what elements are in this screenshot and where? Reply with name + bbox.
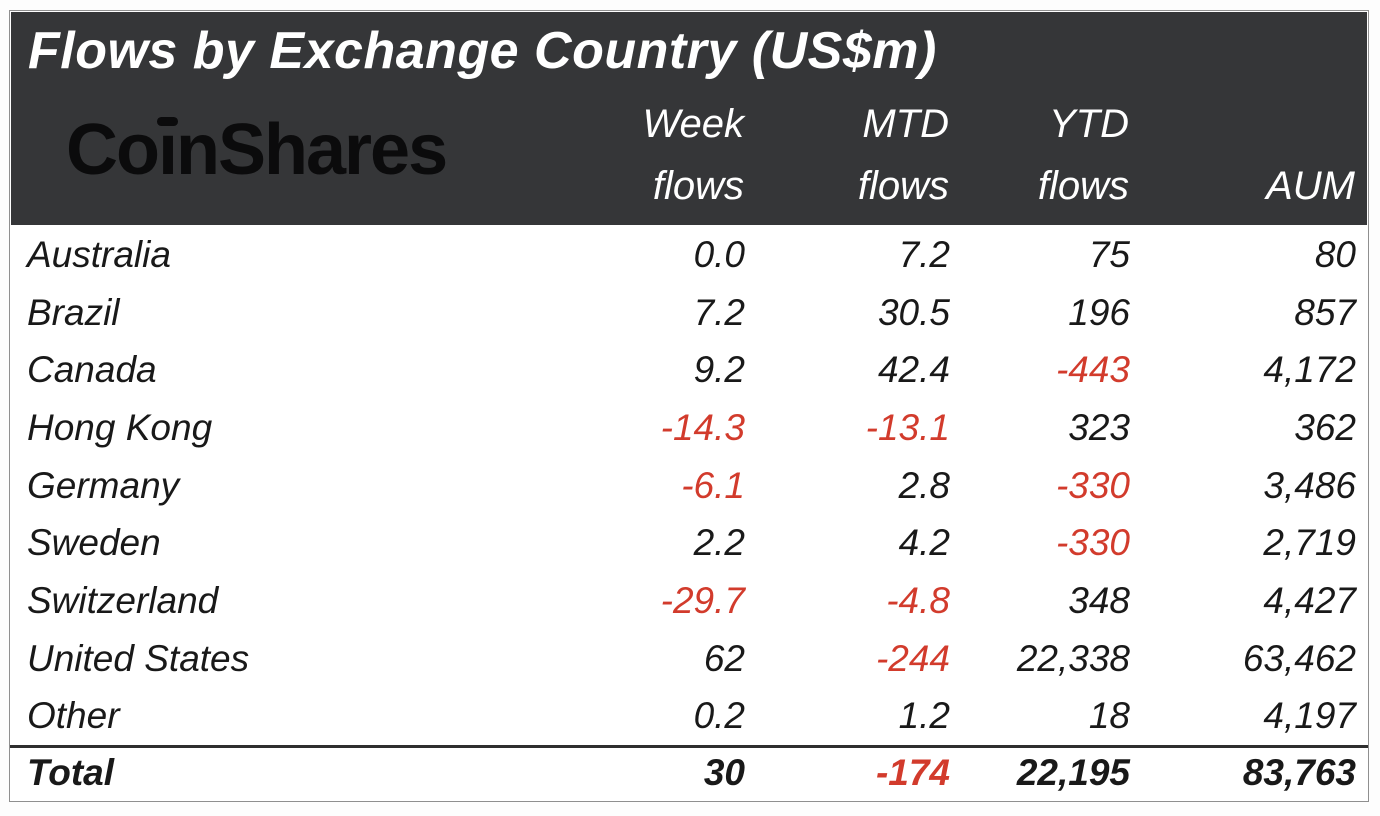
value-cell: -4.8 <box>886 579 950 621</box>
table-row: Hong Kong -14.3 -13.1 323 362 <box>10 399 1368 457</box>
table-row: United States 62 -244 22,338 63,462 <box>10 630 1368 688</box>
table-row: Switzerland -29.7 -4.8 348 4,427 <box>10 572 1368 630</box>
value-cell: 0.0 <box>693 233 745 275</box>
value-cell: 2.8 <box>898 464 950 506</box>
value-cell: 18 <box>1088 695 1130 737</box>
value-cell: 30 <box>703 752 745 794</box>
value-cell: -13.1 <box>865 406 950 448</box>
coinshares-logo: CoınShares <box>66 109 448 190</box>
country-cell: Australia <box>27 233 171 275</box>
value-cell: 22,195 <box>1016 752 1130 794</box>
value-cell: -6.1 <box>681 464 745 506</box>
value-cell: -330 <box>1055 522 1130 564</box>
value-cell: -443 <box>1055 349 1130 391</box>
value-cell: 2,719 <box>1263 522 1356 564</box>
country-cell: Canada <box>27 349 157 391</box>
value-cell: 42.4 <box>877 349 950 391</box>
value-cell: 30.5 <box>877 291 950 333</box>
value-cell: 4.2 <box>898 522 950 564</box>
country-cell: Brazil <box>27 291 120 333</box>
value-cell: 80 <box>1314 233 1356 275</box>
country-cell: Switzerland <box>27 579 219 621</box>
value-cell: 9.2 <box>693 349 745 391</box>
column-header-week-flows: Week flows <box>642 102 744 208</box>
table-row: Other 0.2 1.2 18 4,197 <box>10 688 1368 746</box>
column-header-row: CoınShares Week flows MTD flows YTD flow… <box>11 82 1367 225</box>
table-row: Sweden 2.2 4.2 -330 2,719 <box>10 514 1368 572</box>
country-cell: Total <box>27 752 115 794</box>
value-cell: 3,486 <box>1263 464 1356 506</box>
value-cell: 22,338 <box>1016 637 1130 679</box>
value-cell: -14.3 <box>660 406 745 448</box>
table-header: Flows by Exchange Country (US$m) CoınSha… <box>11 12 1367 225</box>
value-cell: -330 <box>1055 464 1130 506</box>
table-row: Brazil 7.2 30.5 196 857 <box>10 284 1368 342</box>
logo-i-glyph: ı <box>157 109 178 190</box>
value-cell: 196 <box>1068 291 1130 333</box>
country-cell: United States <box>27 637 250 679</box>
column-header-aum: AUM <box>1266 164 1355 208</box>
value-cell: 323 <box>1068 406 1130 448</box>
value-cell: -244 <box>875 637 950 679</box>
table-row: Australia 0.0 7.2 75 80 <box>10 226 1368 284</box>
column-header-mtd-flows: MTD flows <box>857 102 949 208</box>
table-frame: Flows by Exchange Country (US$m) CoınSha… <box>9 10 1369 802</box>
value-cell: 4,427 <box>1263 579 1356 621</box>
value-cell: 4,172 <box>1263 349 1356 391</box>
country-cell: Other <box>27 695 120 737</box>
value-cell: -174 <box>875 752 950 794</box>
value-cell: 348 <box>1068 579 1130 621</box>
value-cell: 1.2 <box>898 695 950 737</box>
table-row: Canada 9.2 42.4 -443 4,172 <box>10 341 1368 399</box>
country-cell: Germany <box>27 464 180 506</box>
value-cell: 7.2 <box>898 233 950 275</box>
country-cell: Sweden <box>27 522 161 564</box>
value-cell: 75 <box>1088 233 1130 275</box>
value-cell: 362 <box>1294 406 1356 448</box>
value-cell: 83,763 <box>1242 752 1356 794</box>
page-title: Flows by Exchange Country (US$m) <box>28 22 937 80</box>
value-cell: -29.7 <box>660 579 745 621</box>
value-cell: 857 <box>1294 291 1356 333</box>
value-cell: 63,462 <box>1242 637 1356 679</box>
table-row: Germany -6.1 2.8 -330 3,486 <box>10 457 1368 515</box>
column-header-ytd-flows: YTD flows <box>1037 102 1129 208</box>
total-row: Total 30 -174 22,195 83,763 <box>10 745 1368 798</box>
value-cell: 7.2 <box>693 291 745 333</box>
country-cell: Hong Kong <box>27 406 213 448</box>
value-cell: 62 <box>703 637 745 679</box>
value-cell: 0.2 <box>693 695 745 737</box>
value-cell: 2.2 <box>693 522 745 564</box>
value-cell: 4,197 <box>1263 695 1356 737</box>
table-body: Australia 0.0 7.2 75 80 Brazil 7.2 30.5 196 857 Ca… <box>10 226 1368 798</box>
